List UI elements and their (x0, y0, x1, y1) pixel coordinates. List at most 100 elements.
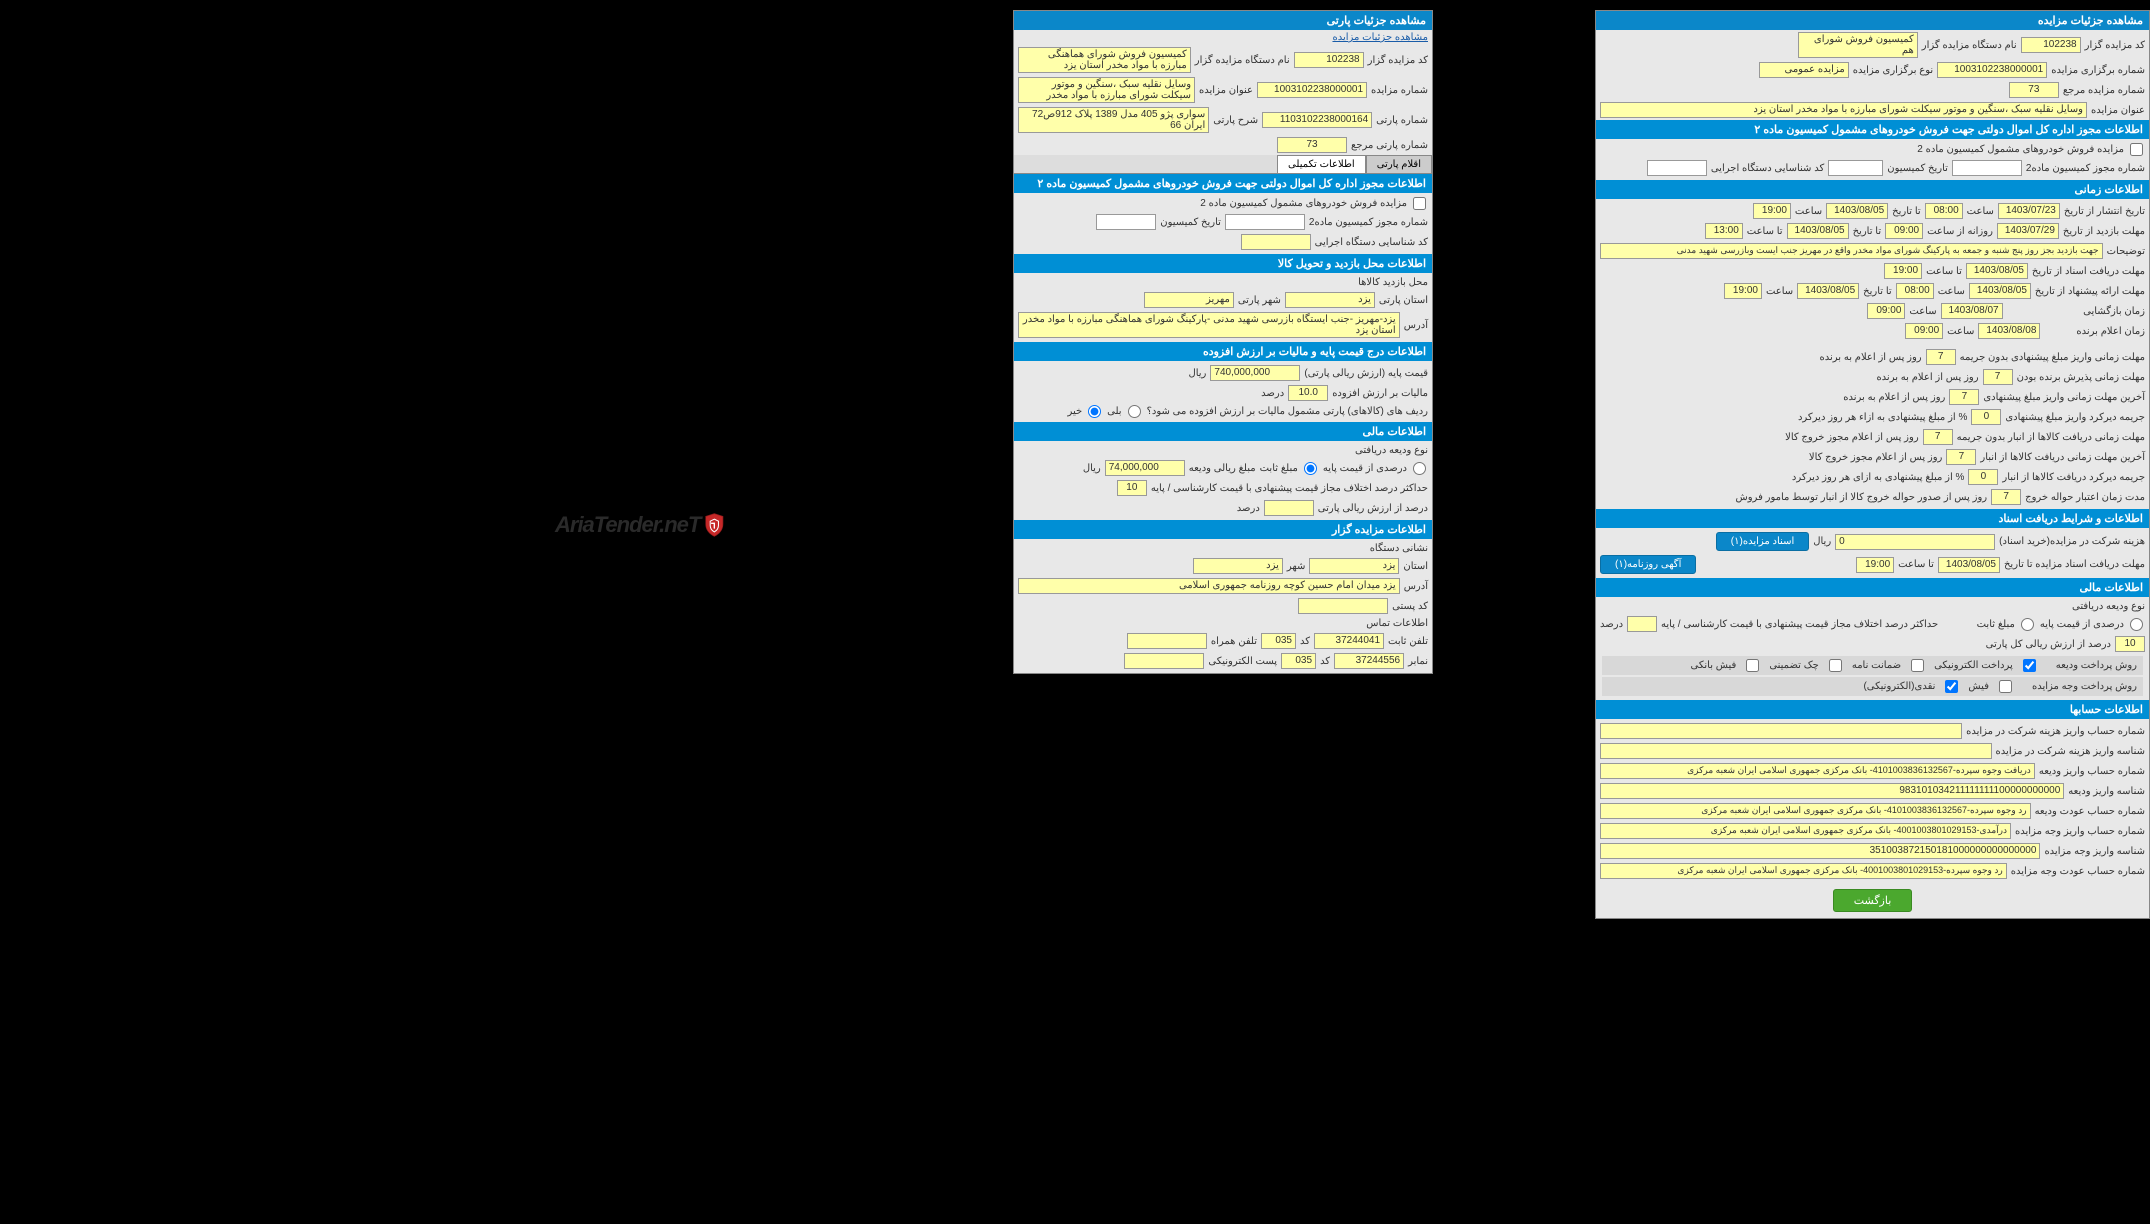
auction-details-link[interactable]: مشاهده جزئیات مزایده (1332, 32, 1428, 43)
l-type-field: مزایده عمومی (1759, 62, 1849, 78)
after-exit-label2: روز پس از اعلام مجوز خروج کالا (1809, 452, 1943, 463)
exit-valid-field: 7 (1991, 489, 2021, 505)
mobile-field (1127, 633, 1207, 649)
l-auction-no-label: شماره برگزاری مزایده (2051, 65, 2145, 76)
newspaper-button[interactable]: آگهی روزنامه(۱) (1600, 555, 1696, 574)
acc2-label: شماره حساب واریز ودیعه (2039, 766, 2145, 777)
email-label: پست الکترونیکی (1208, 656, 1277, 667)
l-permit-no-field[interactable] (1952, 160, 2022, 176)
time-label1: ساعت (1967, 206, 1994, 217)
email-field (1124, 653, 1204, 669)
vat-no-label: خیر (1067, 406, 1082, 417)
logo: AriaTender.neT (555, 480, 725, 570)
base-pct-radio[interactable] (1413, 462, 1426, 475)
rial-label2: ریال (1083, 463, 1101, 474)
l-auction-no-field: 1003102238000001 (1937, 62, 2047, 78)
bank-slip-label: فیش بانکی (1691, 660, 1737, 671)
deposit-amt-field: 74,000,000 (1105, 460, 1185, 476)
accept-label: مهلت زمانی پذیرش برنده بودن (2017, 372, 2145, 383)
to-time-label1: تا ساعت (1747, 226, 1783, 237)
chk-commission[interactable] (1413, 197, 1426, 210)
vat-yes-label: بلی (1107, 406, 1121, 417)
est-label: استان (1403, 561, 1428, 572)
penalty1-label: مهلت زمانی واریز مبلغ پیشنهادی بدون جریم… (1960, 352, 2145, 363)
goods-late-field: 0 (1968, 469, 1998, 485)
exit-valid-suffix: روز پس از صدور حواله خروج کالا از انبار … (1736, 492, 1988, 503)
l-fixed-label: مبلغ ثابت (1977, 619, 2015, 630)
visit-to-field: 1403/08/05 (1787, 223, 1849, 239)
ref-no-field: 73 (1277, 137, 1347, 153)
tab-details[interactable]: اطلاعات تکمیلی (1277, 155, 1366, 173)
offer-from-time-field: 08:00 (1896, 283, 1934, 299)
pct-label2: درصد (1237, 503, 1260, 514)
chk-epay[interactable] (2023, 659, 2036, 672)
sec-acc-header: اطلاعات حسابها (1596, 700, 2149, 719)
docs-button[interactable]: اسناد مزایده(۱) (1716, 532, 1809, 551)
acc4-field: درآمدی-4001003801029153- بانک مرکزی جمهو… (1600, 823, 2011, 839)
fee-field: 0 (1835, 534, 1995, 550)
fixed-radio[interactable] (1304, 462, 1317, 475)
l-chk-commission-label: مزایده فروش خودروهای مشمول کمیسیون ماده … (1917, 144, 2124, 155)
acc2-id-field: 983101034211111111100000000000 (1600, 783, 2064, 799)
l-exec-id-field[interactable] (1647, 160, 1707, 176)
base-price-label: قیمت پایه (ارزش ریالی پارتی) (1304, 368, 1428, 379)
l-ref-no-field: 73 (2009, 82, 2059, 98)
vat-yes-radio[interactable] (1128, 405, 1141, 418)
to-date-label1: تا تاریخ (1892, 206, 1921, 217)
back-button[interactable]: بازگشت (1833, 889, 1913, 912)
l-exec-id-label: کد شناسایی دستگاه اجرایی (1711, 163, 1824, 174)
goods-last-field: 7 (1946, 449, 1976, 465)
pub-to-time-field: 19:00 (1753, 203, 1791, 219)
l-chk-commission[interactable] (2130, 143, 2143, 156)
commission-date-field[interactable] (1096, 214, 1156, 230)
subject-field: وسایل نقلیه سبک ،سنگین و موتور سیکلت شور… (1018, 77, 1195, 103)
vat-q-label: ردیف های (کالاهای) پارتی مشمول مالیات بر… (1147, 406, 1428, 417)
doc-deadline-time-field: 19:00 (1856, 557, 1894, 573)
visit-from-field: 1403/07/29 (1997, 223, 2059, 239)
l-ref-no-label: شماره مزایده مرجع (2063, 85, 2145, 96)
pub-from-field: 1403/07/23 (1998, 203, 2060, 219)
chk-guarantee[interactable] (1911, 659, 1924, 672)
permit-no-field[interactable] (1225, 214, 1305, 230)
sec3-header: اطلاعات درج قیمت پایه و مالیات بر ارزش ا… (1014, 342, 1432, 361)
org-field: کمیسیون فروش شورای هماهنگی مبارزه با موا… (1018, 47, 1191, 73)
pct-label: درصد (1261, 388, 1284, 399)
acc3-label: شماره حساب عودت ودیعه (2035, 806, 2145, 817)
base-pct-label: درصدی از قیمت پایه (1323, 463, 1407, 474)
doc-to-time-field: 19:00 (1884, 263, 1922, 279)
auction-header: مشاهده جزئیات مزایده (1596, 11, 2149, 30)
slip-label: فیش (1968, 681, 1989, 692)
city-label: شهر پارتی (1238, 295, 1281, 306)
logo-text: AriaTender.neT (555, 512, 700, 538)
exec-id-label: کد شناسایی دستگاه اجرایی (1315, 237, 1428, 248)
chk-cheque[interactable] (1829, 659, 1842, 672)
chk-bank-slip[interactable] (1746, 659, 1759, 672)
goods-np-field: 7 (1923, 429, 1953, 445)
goods-late-suffix: % از مبلغ پیشنهادی به ازای هر روز دیرکرد (1792, 472, 1965, 483)
doc-from-field: 1403/08/05 (1966, 263, 2028, 279)
offer-from-label: مهلت ارائه پیشنهاد از تاریخ (2035, 286, 2145, 297)
l-fixed-radio[interactable] (2021, 618, 2034, 631)
fee-label: هزینه شرکت در مزایده(خرید اسناد) (1999, 536, 2145, 547)
party-no-label: شماره پارتی (1376, 115, 1428, 126)
org-label: نام دستگاه مزایده گزار (1195, 55, 1290, 66)
exit-valid-label: مدت زمان اعتبار حواله خروج (2025, 492, 2145, 503)
visit-to-time-field: 13:00 (1705, 223, 1743, 239)
l-dev-pct-field: 10 (2115, 636, 2145, 652)
l-permit-no-label: شماره مجوز کمیسیون ماده2 (2026, 163, 2145, 174)
l-commission-date-field[interactable] (1828, 160, 1883, 176)
vat-no-radio[interactable] (1088, 405, 1101, 418)
offer-from-field: 1403/08/05 (1969, 283, 2031, 299)
offer-to-time-field: 19:00 (1724, 283, 1762, 299)
notes-label: توضیحات (2107, 246, 2145, 257)
chk-ecash[interactable] (1945, 680, 1958, 693)
phone-field: 37244041 (1314, 633, 1384, 649)
party-desc-field: سواری پژو 405 مدل 1389 پلاک 912ص72 ایران… (1018, 107, 1209, 133)
code2-field: 035 (1281, 653, 1316, 669)
tab-items[interactable]: اقلام پارتی (1366, 155, 1432, 173)
permit-no-label: شماره مجوز کمیسیون ماده2 (1309, 217, 1428, 228)
l-base-pct-radio[interactable] (2130, 618, 2143, 631)
pub-to-field: 1403/08/05 (1826, 203, 1888, 219)
to-date-label2: تا تاریخ (1853, 226, 1882, 237)
chk-slip[interactable] (1999, 680, 2012, 693)
